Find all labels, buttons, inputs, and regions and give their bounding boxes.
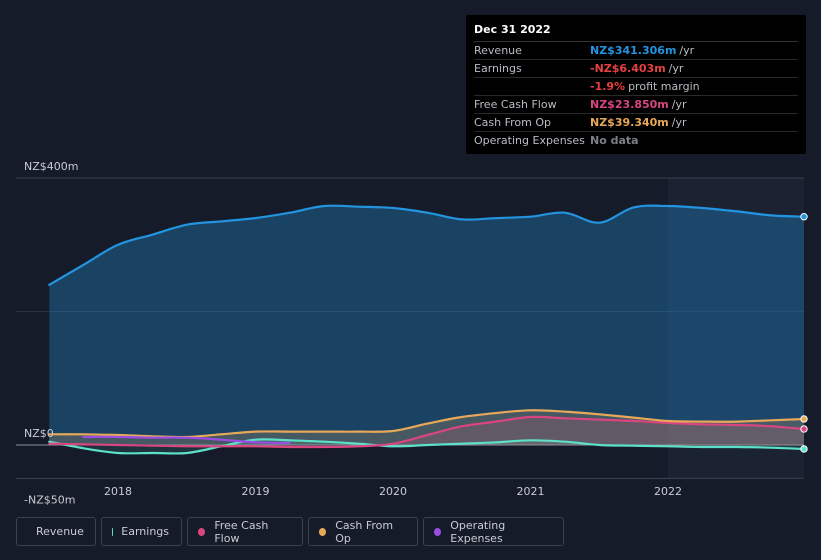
legend-item-free-cash-flow[interactable]: Free Cash Flow [187, 517, 303, 546]
tooltip-rows: Revenue NZ$341.306m/yr Earnings -NZ$6.403m /… [474, 42, 798, 149]
line-free-cash-flow [48, 415, 806, 449]
end-marker-earnings [800, 445, 808, 453]
tooltip-row-value: -1.9% [590, 80, 626, 93]
x-tick-label: 2021 [517, 485, 545, 498]
tooltip-row-label: Revenue [474, 44, 522, 57]
tooltip-panel: Dec 31 2022 Revenue NZ$341.306m/yr Earning… [466, 15, 806, 154]
legend-item-revenue[interactable]: Revenue [16, 517, 96, 546]
tooltip-row-value: NZ$39.340m [590, 116, 669, 129]
series-end-markers [800, 213, 808, 453]
x-tick-label: 2022 [654, 485, 682, 498]
legend-dot-icon [198, 527, 206, 536]
x-tick-label: 2018 [104, 485, 132, 498]
legend-label: Revenue [36, 525, 84, 538]
line-earnings [48, 438, 806, 455]
y-tick-label: NZ$400m [24, 160, 78, 173]
legend-dot-icon [319, 527, 327, 536]
legend-dot-icon [434, 527, 442, 536]
x-tick-label: 2019 [242, 485, 270, 498]
tooltip-row-unit: /yr [671, 98, 687, 111]
series-lines [48, 204, 806, 455]
series-areas [49, 205, 804, 454]
tooltip-row-unit: profit margin [628, 80, 700, 93]
legend-label: Cash From Op [335, 518, 394, 545]
area-free-cash-flow [49, 416, 804, 448]
legend-item-earnings[interactable]: Earnings [101, 517, 182, 546]
legend-label: Operating Expenses [450, 518, 506, 545]
tooltip-row: Earnings -NZ$6.403m/yr [474, 60, 798, 78]
tooltip-row-unit: /yr [668, 62, 684, 75]
legend-label: Free Cash Flow [214, 518, 269, 545]
tooltip-row-label: Cash From Op [474, 116, 552, 129]
end-marker-cash-from-op [800, 415, 808, 423]
tooltip-row-unit: /yr [671, 116, 687, 129]
tooltip-row: Revenue NZ$341.306m/yr [474, 42, 798, 60]
area-cash-from-op [49, 410, 804, 445]
chart-canvas: NZ$400m NZ$0 -NZ$50m 2018 2019 2020 2021 2022 [16, 160, 808, 506]
tooltip-row: Operating Expenses No data [474, 132, 798, 149]
tooltip-row: -1.9% profit margin [474, 78, 798, 96]
tooltip-row-label [474, 78, 590, 95]
area-revenue [49, 205, 804, 445]
legend-item-cash-from-op[interactable]: Cash From Op [308, 517, 418, 546]
line-operating-expenses [82, 435, 291, 445]
tooltip-row-value: NZ$341.306m [590, 44, 677, 57]
legend-label: Earnings [121, 525, 169, 538]
tooltip-row: Free Cash Flow NZ$23.850m/yr [474, 96, 798, 114]
end-marker-revenue [800, 213, 808, 221]
end-marker-free-cash-flow [800, 425, 808, 433]
tooltip-row-value: NZ$23.850m [590, 98, 669, 111]
y-tick-label: -NZ$50m [24, 493, 75, 506]
tooltip-date: Dec 31 2022 [474, 23, 798, 42]
tooltip-row: Cash From Op NZ$39.340m/yr [474, 114, 798, 132]
x-axis-labels: 2018 2019 2020 2021 2022 [104, 485, 682, 498]
line-revenue [48, 204, 806, 286]
tooltip-row-value: -NZ$6.403m [590, 62, 666, 75]
y-tick-label: NZ$0 [24, 427, 54, 440]
legend-item-operating-expenses[interactable]: Operating Expenses [423, 517, 564, 546]
tooltip-row-label: Operating Expenses [474, 134, 585, 147]
tooltip-row-value: No data [590, 134, 639, 147]
forecast-highlight-band [668, 178, 804, 479]
x-tick-label: 2020 [379, 485, 407, 498]
tooltip-row-label: Earnings [474, 62, 522, 75]
plot-area [668, 178, 804, 479]
tooltip-row-unit: /yr [679, 44, 695, 57]
y-axis-labels: NZ$400m NZ$0 -NZ$50m [24, 160, 78, 506]
tooltip-row-label: Free Cash Flow [474, 98, 557, 111]
